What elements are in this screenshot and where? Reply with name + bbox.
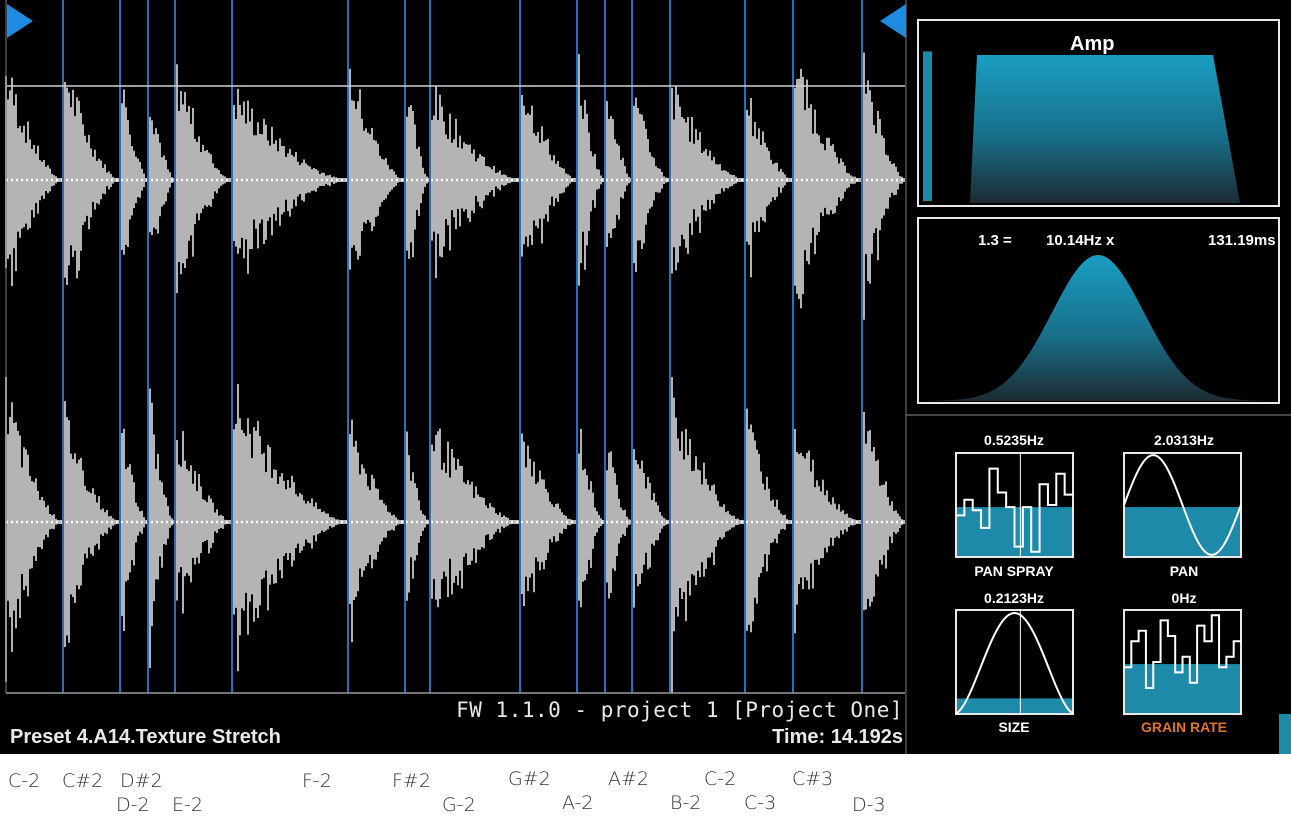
preset-name[interactable]: Preset 4.A14.Texture Stretch	[10, 726, 281, 748]
note-label: G#2	[508, 768, 551, 790]
waveform-channel-2	[5, 372, 905, 694]
window-duration-label: 131.19ms	[1208, 232, 1276, 249]
lfo-grain-rate-label[interactable]: GRAIN RATE	[1140, 719, 1228, 735]
note-label: F-2	[302, 770, 332, 792]
lfo-waveform	[1124, 614, 1241, 689]
grain-window-shape	[922, 255, 1275, 401]
grain-window-panel[interactable]	[917, 217, 1280, 404]
waveform-channels	[5, 27, 905, 694]
play-end-marker-icon[interactable]	[880, 4, 906, 38]
waveform-channel-1	[5, 27, 905, 320]
amp-panel-title: Amp	[1070, 33, 1115, 55]
lfo-pan-spray-label[interactable]: PAN SPRAY	[974, 563, 1054, 579]
note-label: F#2	[392, 770, 431, 792]
lfo-waveform	[956, 467, 1073, 553]
lfo-box-pan[interactable]	[1123, 452, 1242, 558]
note-label: C#2	[62, 770, 104, 792]
note-label: B-2	[670, 792, 702, 814]
amp-envelope-shape	[970, 55, 1240, 203]
lfo-size-label[interactable]: SIZE	[998, 719, 1030, 735]
note-label: C-2	[8, 770, 41, 792]
lfo-size-rate: 0.2123Hz	[984, 590, 1044, 606]
lfo-level-fill	[957, 698, 1072, 713]
note-label: C#3	[792, 768, 834, 790]
lfo-level-fill	[1125, 507, 1240, 556]
amp-level-meter	[923, 51, 932, 202]
note-label: E-2	[172, 794, 203, 816]
amp-envelope-panel[interactable]	[917, 19, 1280, 207]
lfo-box-size[interactable]	[955, 609, 1074, 715]
lfo-box-pan-spray[interactable]	[955, 452, 1074, 558]
lfo-box-grain-rate[interactable]	[1123, 609, 1242, 715]
firmware-project-label: FW 1.1.0 - project 1 [Project One]	[456, 698, 903, 722]
note-label: C-2	[704, 768, 737, 790]
note-label: C-3	[744, 792, 777, 814]
lfo-pan-label[interactable]: PAN	[1169, 563, 1199, 579]
note-label: D#2	[120, 770, 163, 792]
output-level-meter	[1279, 714, 1291, 754]
waveform-display[interactable]	[0, 0, 1291, 754]
device-screen: FW 1.1.0 - project 1 [Project One] Prese…	[0, 0, 1291, 754]
window-ratio-label: 1.3 =	[978, 232, 1012, 249]
window-frequency-label: 10.14Hz x	[1046, 232, 1115, 249]
lfo-waveform	[1123, 454, 1242, 556]
lfo-waveform	[955, 611, 1074, 714]
lfo-grain-rate-rate: 0Hz	[1171, 590, 1197, 606]
note-label: D-2	[116, 794, 150, 816]
slice-markers[interactable]	[62, 0, 863, 693]
lfo-pan-rate: 2.0313Hz	[1154, 432, 1214, 448]
lfo-pan-spray-rate: 0.5235Hz	[984, 432, 1044, 448]
time-readout: Time: 14.192s	[772, 726, 903, 748]
note-label: A#2	[608, 768, 650, 790]
note-label: A-2	[562, 792, 594, 814]
note-label: G-2	[442, 794, 476, 816]
note-label: D-3	[852, 794, 886, 816]
play-start-marker-icon[interactable]	[7, 4, 33, 38]
